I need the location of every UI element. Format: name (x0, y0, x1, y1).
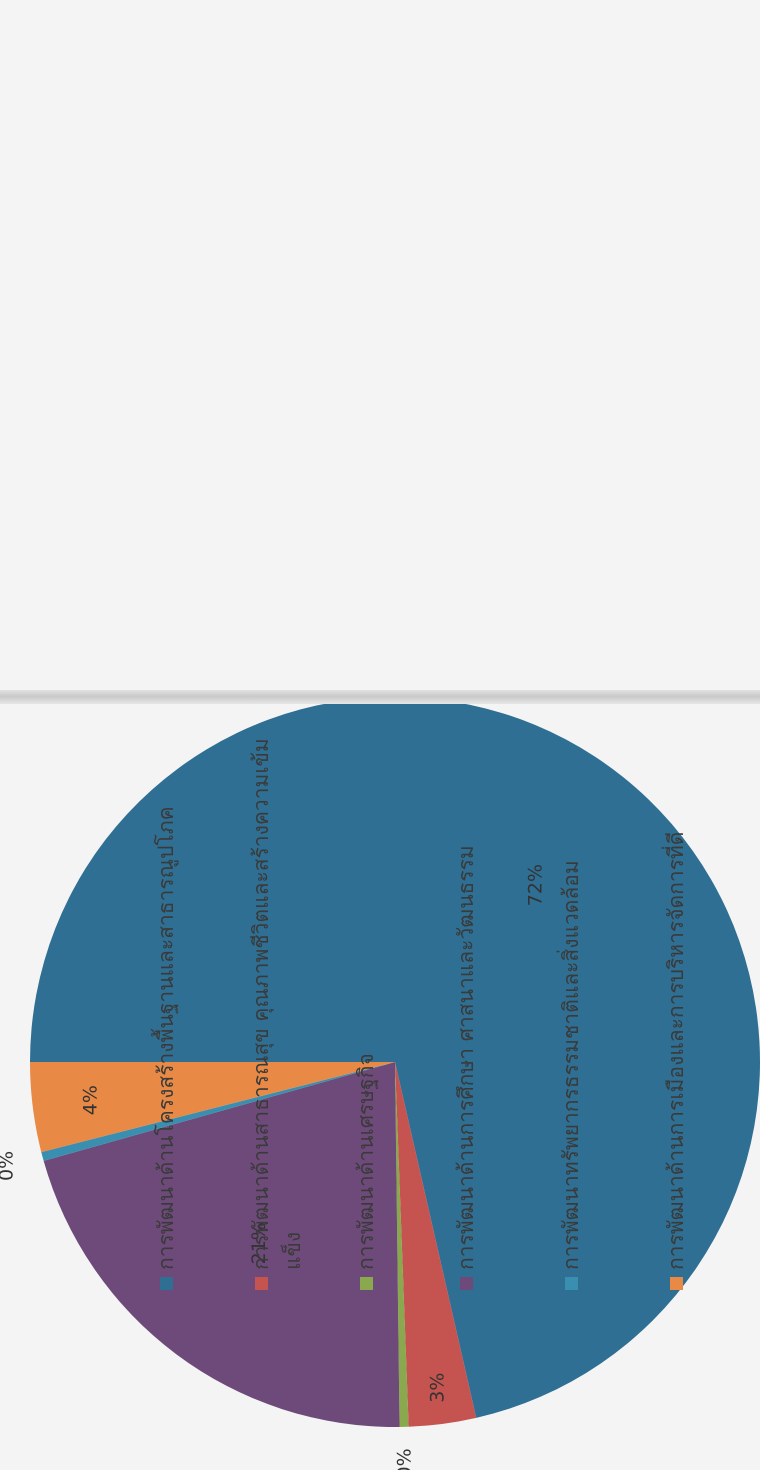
pie-slice (395, 1062, 477, 1427)
legend-label: การพัฒนาด้านการเมืองและการบริหารจัดการที… (664, 831, 688, 1270)
pie-value-label: 0% (394, 1448, 416, 1470)
legend-item: การพัฒนาด้านการศึกษา ศาสนาและวัฒนธรรม (450, 110, 482, 1290)
pie-slice (41, 1062, 395, 1161)
pie-slice (30, 697, 760, 1418)
pie-value-label: 72% (525, 864, 547, 906)
legend-item: การพัฒนาด้านโครงสร้างพื้นฐานและสาธารณูปโ… (150, 110, 182, 1290)
pie-value-label: 21% (248, 1222, 270, 1264)
legend-item: การพัฒนาด้านเศรษฐกิจ (350, 110, 382, 1290)
legend-label: การพัฒนาด้านสาธารณสุข คุณภาพชีวิตและสร้า… (249, 738, 305, 1270)
legend-item: การพัฒนาทรัพยากรธรรมชาติและสิ่งแวดล้อม (555, 110, 587, 1290)
legend-swatch (460, 1277, 473, 1290)
pie-value-label: 3% (426, 1373, 448, 1403)
pie-slice (395, 1062, 409, 1427)
legend-item: การพัฒนาด้านการเมืองและการบริหารจัดการที… (660, 110, 692, 1290)
legend-item: การพัฒนาด้านสาธารณสุข คุณภาพชีวิตและสร้า… (245, 110, 309, 1290)
legend-label: การพัฒนาทรัพยากรธรรมชาติและสิ่งแวดล้อม (559, 860, 583, 1270)
legend-swatch (160, 1277, 173, 1290)
legend-label: การพัฒนาด้านการศึกษา ศาสนาและวัฒนธรรม (454, 845, 478, 1270)
pie-value-labels: 72% 3% 0% 21% 0% 4% (0, 864, 547, 1470)
pie-slice (30, 1062, 395, 1153)
page-fold-shadow (0, 690, 760, 704)
legend-swatch (565, 1277, 578, 1290)
legend-label: การพัฒนาด้านโครงสร้างพื้นฐานและสาธารณูปโ… (154, 806, 178, 1270)
legend-label: การพัฒนาด้านเศรษฐกิจ (354, 1053, 378, 1270)
pie-value-label: 4% (79, 1085, 101, 1115)
pie-slice (43, 1062, 400, 1428)
legend-swatch (255, 1277, 268, 1290)
pie-value-label: 0% (0, 1151, 18, 1181)
legend-swatch (670, 1277, 683, 1290)
legend: การพัฒนาด้านโครงสร้างพื้นฐานและสาธารณูปโ… (150, 70, 750, 1290)
pie-slices (30, 697, 760, 1428)
legend-swatch (360, 1277, 373, 1290)
